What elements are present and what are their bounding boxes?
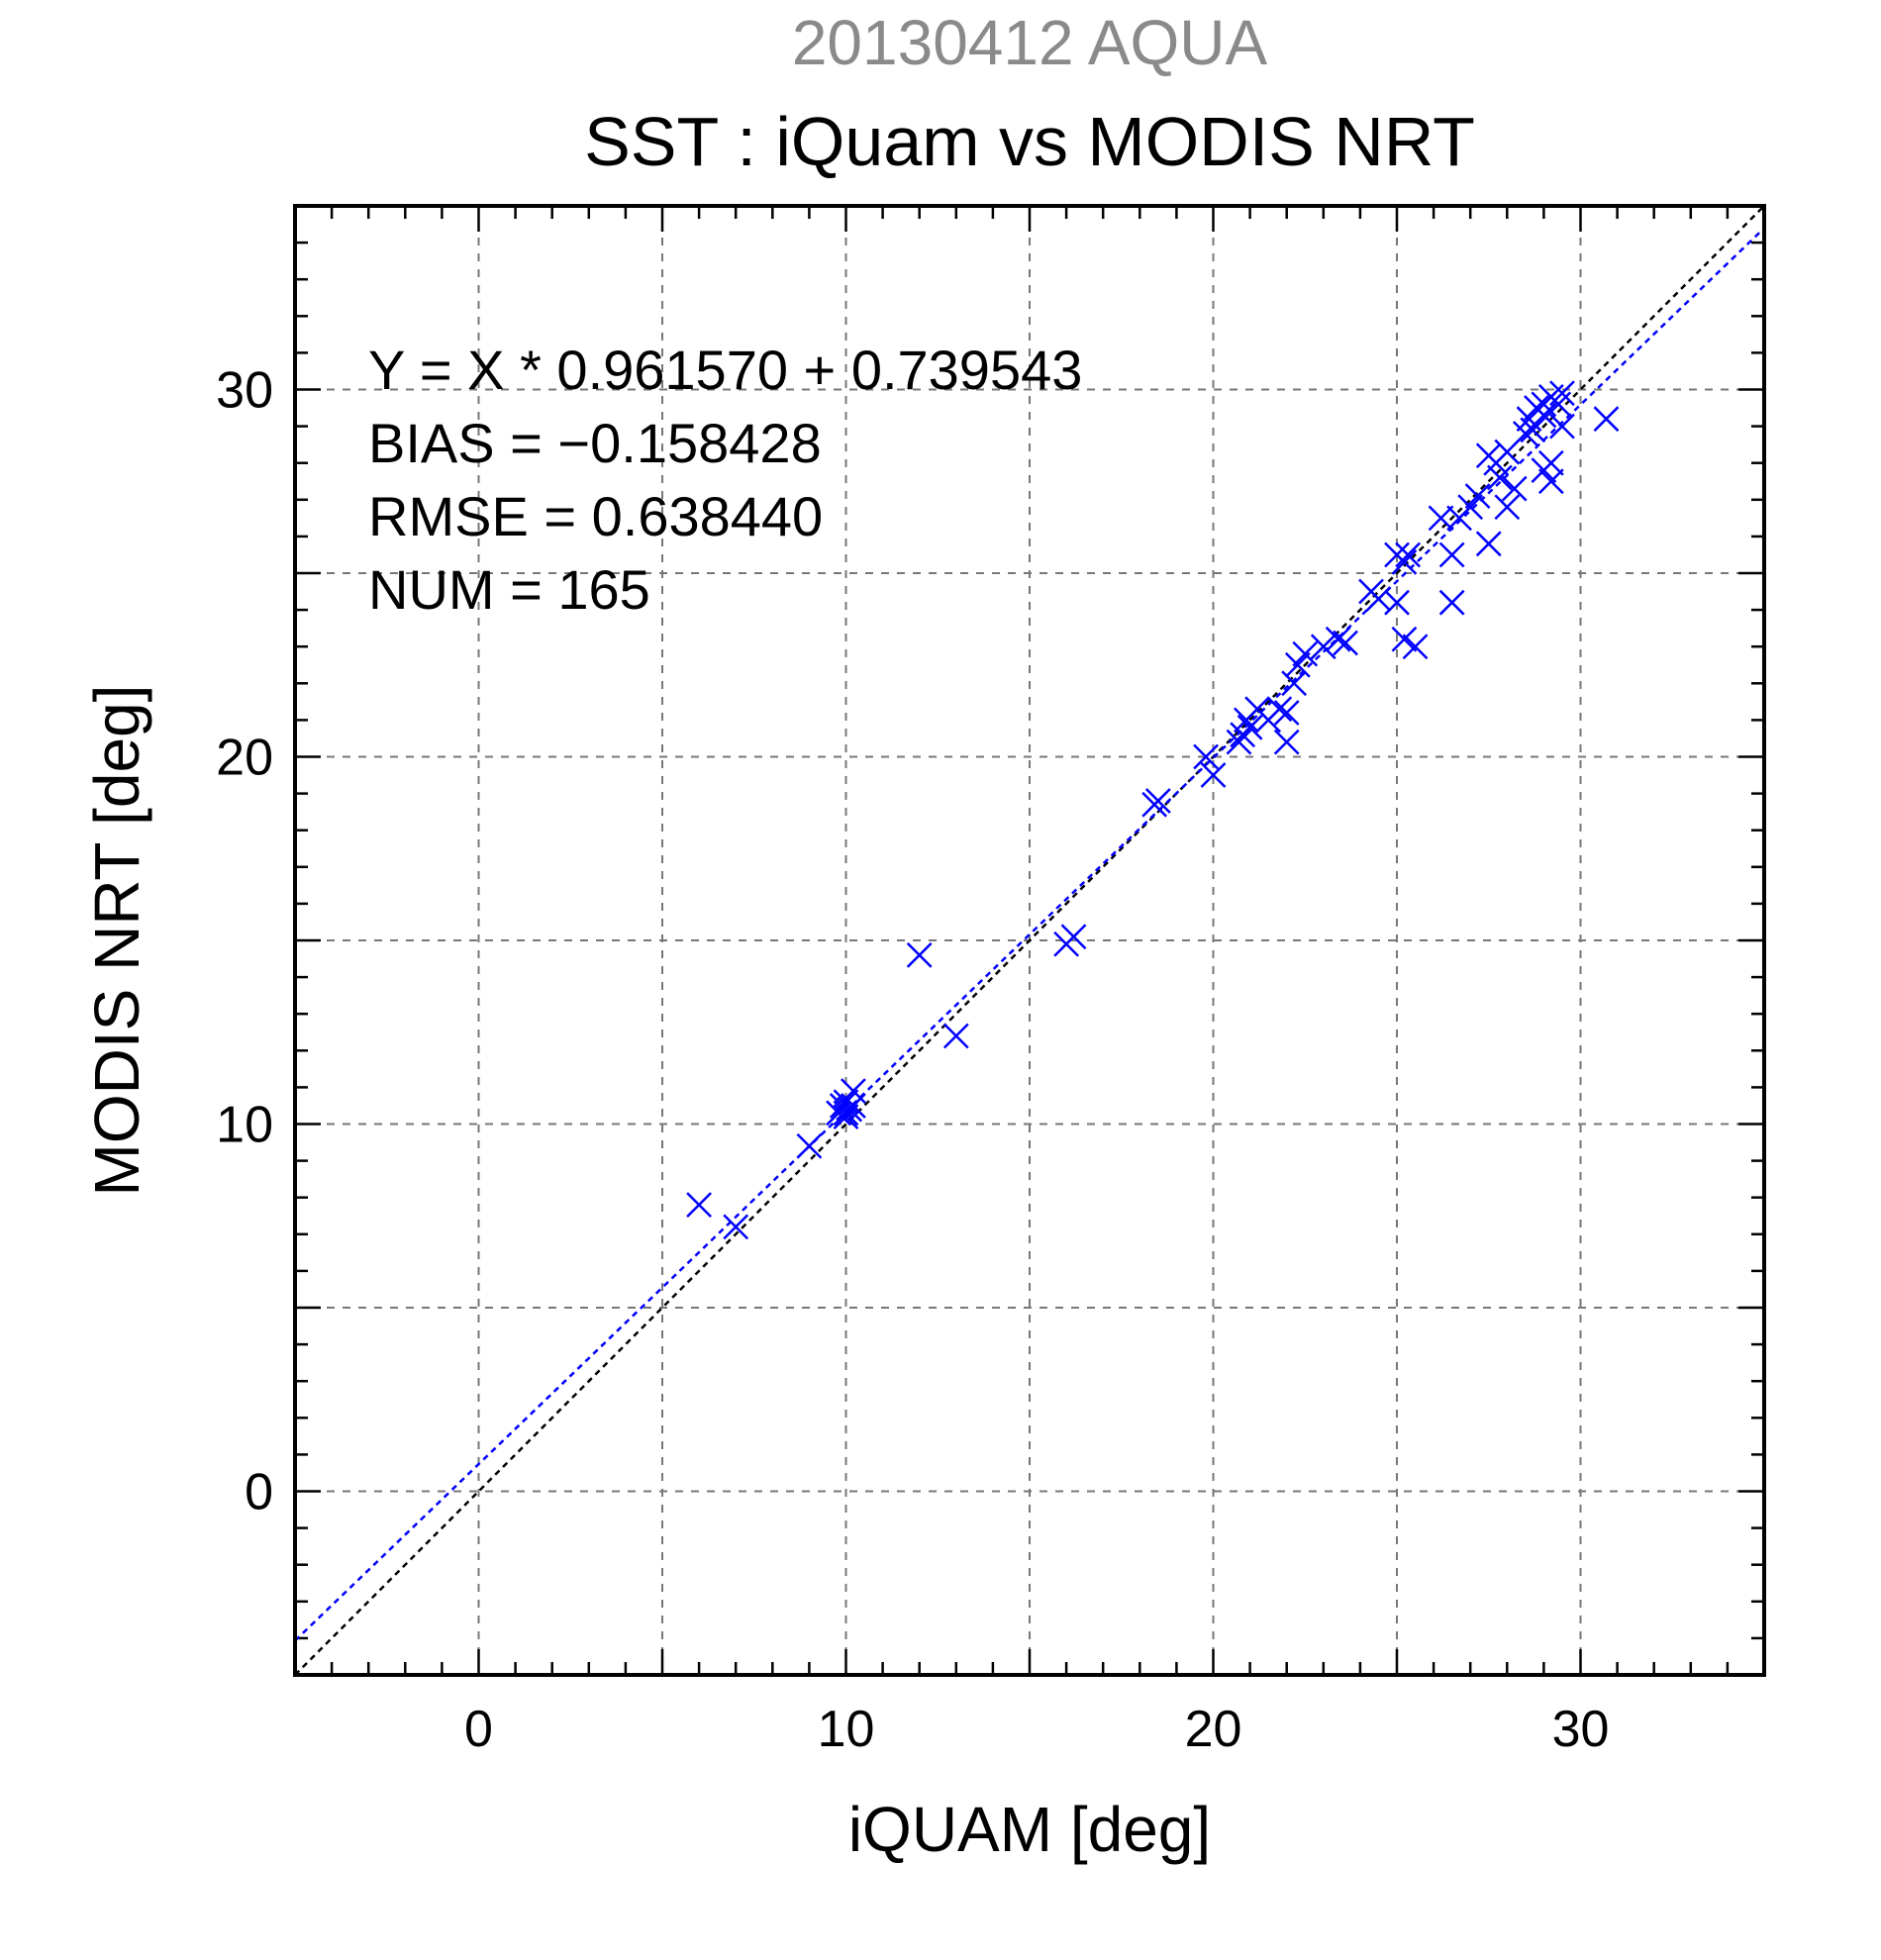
data-point	[1310, 634, 1336, 660]
data-point	[1060, 924, 1087, 950]
y-tick-label: 20	[216, 730, 273, 787]
data-point	[1475, 531, 1502, 557]
data-point	[1593, 406, 1620, 433]
data-point	[1237, 714, 1263, 740]
stats-equation: Y = X * 0.961570 + 0.739543	[368, 339, 1082, 401]
data-point	[1464, 483, 1491, 509]
plot-frame	[293, 204, 1766, 1677]
tick-labels: 0 10 20 30 0 10 20 30	[216, 362, 1609, 1759]
data-point	[1494, 494, 1521, 521]
data-point	[723, 1214, 749, 1240]
data-point	[1281, 670, 1308, 697]
data-points	[686, 380, 1620, 1240]
data-point	[833, 1100, 859, 1127]
x-tick-label: 0	[464, 1701, 493, 1758]
chart-title: 20130412 AQUA	[792, 7, 1268, 78]
data-point	[1395, 541, 1422, 568]
data-point	[1402, 634, 1429, 660]
data-point	[1193, 743, 1219, 770]
data-point	[1391, 548, 1418, 575]
data-point	[1144, 788, 1171, 814]
data-point	[1531, 457, 1557, 484]
data-point	[1292, 640, 1319, 667]
data-point	[1365, 586, 1392, 612]
x-tick-label: 20	[1185, 1701, 1242, 1758]
data-point	[906, 941, 933, 968]
data-point	[1537, 468, 1564, 495]
data-point	[1438, 589, 1465, 616]
y-tick-label: 30	[216, 362, 273, 420]
reference-lines	[294, 205, 1765, 1676]
y-tick-label: 10	[216, 1097, 273, 1154]
data-point	[1226, 729, 1252, 755]
stats-rmse: RMSE = 0.638440	[368, 485, 823, 547]
chart-subtitle: SST : iQuam vs MODIS NRT	[584, 103, 1475, 180]
x-axis-label: iQUAM [deg]	[848, 1794, 1211, 1865]
grid	[295, 206, 1764, 1675]
data-point	[1549, 380, 1575, 407]
data-point	[1391, 626, 1418, 652]
data-point	[1549, 413, 1575, 440]
data-point	[1333, 630, 1358, 656]
x-tick-label: 10	[818, 1701, 875, 1758]
data-point	[1266, 696, 1293, 723]
data-point	[1520, 417, 1546, 443]
regression-line	[294, 227, 1765, 1642]
data-point	[942, 1023, 969, 1049]
data-point	[833, 1089, 859, 1116]
data-point	[1438, 541, 1465, 568]
y-tick-label: 0	[245, 1464, 273, 1521]
data-point	[1273, 700, 1300, 726]
data-point	[1384, 589, 1410, 616]
data-point	[1428, 505, 1454, 532]
y-axis-label: MODIS NRT [deg]	[81, 685, 152, 1197]
stats-num: NUM = 165	[368, 558, 650, 621]
identity-line	[294, 205, 1765, 1676]
data-point	[1200, 762, 1227, 788]
data-point	[1501, 475, 1528, 502]
data-point	[686, 1192, 712, 1219]
data-point	[1273, 729, 1300, 755]
data-point	[1531, 402, 1557, 429]
data-point	[1457, 494, 1484, 521]
stats-bias: BIAS = −0.158428	[368, 412, 822, 474]
stats-box: Y = X * 0.961570 + 0.739543 BIAS = −0.15…	[368, 339, 1082, 621]
data-point	[1486, 464, 1513, 491]
data-point	[1325, 626, 1351, 652]
x-tick-label: 30	[1552, 1701, 1610, 1758]
data-point	[1284, 651, 1311, 678]
data-point	[796, 1132, 823, 1159]
data-point	[841, 1078, 866, 1104]
